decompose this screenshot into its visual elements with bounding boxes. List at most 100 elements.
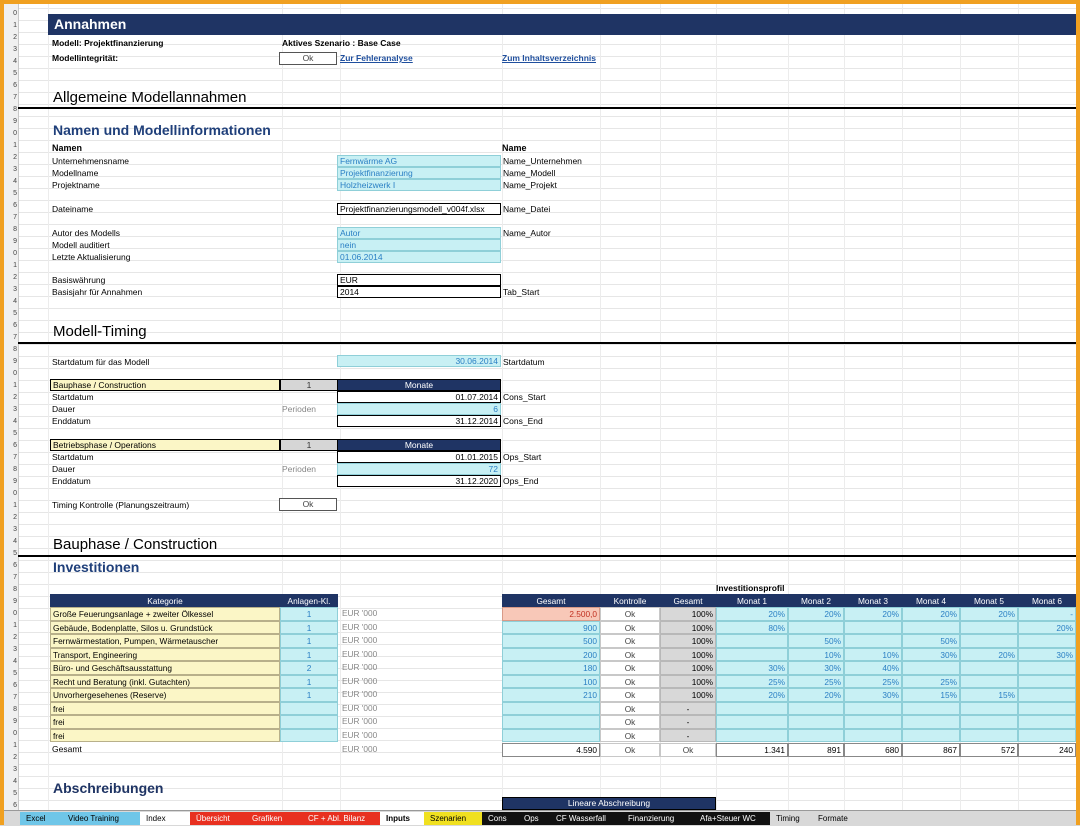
sheet-tab[interactable]: Finanzierung <box>622 812 694 825</box>
row-number[interactable]: 2 <box>13 34 17 41</box>
sheet-tab[interactable]: Übersicht <box>190 812 246 825</box>
row-number[interactable]: 6 <box>13 202 17 209</box>
inhaltsverzeichnis-link[interactable]: Zum Inhaltsverzeichnis <box>502 53 596 63</box>
info-value-input[interactable]: 01.06.2014 <box>337 251 501 263</box>
sheet-tab[interactable]: Formate <box>812 812 860 825</box>
sheet-tab[interactable]: Excel <box>20 812 62 825</box>
monat-pct-input[interactable]: 25% <box>788 674 844 688</box>
row-number[interactable]: 3 <box>13 166 17 173</box>
monat-pct-input[interactable]: - <box>1018 607 1076 621</box>
info-value-input[interactable]: Fernwärme AG <box>337 155 501 167</box>
gesamt-input[interactable]: 210 <box>502 688 600 702</box>
monat-pct-input[interactable] <box>716 728 788 742</box>
row-number[interactable]: 0 <box>13 370 17 377</box>
monat-pct-input[interactable]: 25% <box>716 674 788 688</box>
anlagen-kl-input[interactable] <box>280 701 338 715</box>
kategorie-cell[interactable]: Transport, Engineering <box>50 647 280 661</box>
monat-pct-input[interactable] <box>788 620 844 634</box>
row-number[interactable]: 1 <box>13 142 17 149</box>
row-number[interactable]: 2 <box>13 394 17 401</box>
row-number[interactable]: 9 <box>13 598 17 605</box>
row-number[interactable]: 9 <box>13 238 17 245</box>
monat-pct-input[interactable]: 10% <box>788 647 844 661</box>
anlagen-kl-input[interactable] <box>280 715 338 729</box>
gesamt-input[interactable]: 200 <box>502 647 600 661</box>
monat-pct-input[interactable] <box>716 634 788 648</box>
monat-pct-input[interactable]: 50% <box>788 634 844 648</box>
row-number[interactable]: 3 <box>13 46 17 53</box>
kategorie-cell[interactable]: frei <box>50 715 280 729</box>
timing-kontrolle-button[interactable]: Ok <box>279 498 337 511</box>
row-number[interactable]: 2 <box>13 754 17 761</box>
monat-pct-input[interactable]: 10% <box>844 647 902 661</box>
row-number[interactable]: 6 <box>13 322 17 329</box>
monat-pct-input[interactable] <box>902 701 960 715</box>
kategorie-cell[interactable]: Büro- und Geschäftsausstattung <box>50 661 280 675</box>
monat-pct-input[interactable] <box>716 715 788 729</box>
monat-pct-input[interactable]: 20% <box>788 688 844 702</box>
monat-pct-input[interactable]: 30% <box>716 661 788 675</box>
row-number[interactable]: 7 <box>13 334 17 341</box>
row-number[interactable]: 5 <box>13 670 17 677</box>
sheet-tab[interactable]: Index <box>140 812 190 825</box>
monat-pct-input[interactable]: 30% <box>844 688 902 702</box>
monat-pct-input[interactable]: 20% <box>1018 620 1076 634</box>
row-number[interactable]: 0 <box>13 490 17 497</box>
row-number[interactable]: 2 <box>13 634 17 641</box>
gesamt-input[interactable]: 2.500,0 <box>502 607 600 621</box>
info-value-input[interactable]: Autor <box>337 227 501 239</box>
monat-pct-input[interactable]: 20% <box>716 688 788 702</box>
row-number[interactable]: 3 <box>13 646 17 653</box>
row-number[interactable]: 9 <box>13 118 17 125</box>
monat-pct-input[interactable] <box>902 661 960 675</box>
monat-pct-input[interactable] <box>1018 674 1076 688</box>
row-number[interactable]: 2 <box>13 514 17 521</box>
row-number[interactable]: 5 <box>13 790 17 797</box>
row-number[interactable]: 6 <box>13 562 17 569</box>
row-number[interactable]: 1 <box>13 622 17 629</box>
info-value-input[interactable]: Holzheizwerk I <box>337 179 501 191</box>
bau-start-value[interactable]: 01.07.2014 <box>337 391 501 403</box>
gesamt-input[interactable] <box>502 715 600 729</box>
sheet-tab[interactable]: Grafiken <box>246 812 302 825</box>
monat-pct-input[interactable] <box>788 701 844 715</box>
row-number[interactable]: 0 <box>13 250 17 257</box>
monat-pct-input[interactable] <box>844 701 902 715</box>
monat-pct-input[interactable] <box>788 715 844 729</box>
row-number[interactable]: 5 <box>13 550 17 557</box>
gesamt-input[interactable]: 500 <box>502 634 600 648</box>
kategorie-cell[interactable]: Gebäude, Bodenplatte, Silos u. Grundstüc… <box>50 620 280 634</box>
row-number[interactable]: 7 <box>13 214 17 221</box>
sheet-tab[interactable]: Cons <box>482 812 518 825</box>
row-number[interactable]: 4 <box>13 298 17 305</box>
monat-pct-input[interactable] <box>1018 728 1076 742</box>
monat-pct-input[interactable]: 80% <box>716 620 788 634</box>
gesamt-input[interactable]: 180 <box>502 661 600 675</box>
bau-end-value[interactable]: 31.12.2014 <box>337 415 501 427</box>
row-number[interactable]: 6 <box>13 682 17 689</box>
info-value-input[interactable]: 2014 <box>337 286 501 298</box>
monat-pct-input[interactable] <box>1018 688 1076 702</box>
row-number[interactable]: 5 <box>13 310 17 317</box>
row-number[interactable]: 1 <box>13 382 17 389</box>
row-number[interactable]: 1 <box>13 262 17 269</box>
row-number[interactable]: 0 <box>13 130 17 137</box>
monat-pct-input[interactable] <box>1018 701 1076 715</box>
monat-pct-input[interactable] <box>902 620 960 634</box>
kategorie-cell[interactable]: frei <box>50 728 280 742</box>
row-number[interactable]: 5 <box>13 430 17 437</box>
ops-dauer-input[interactable]: 72 <box>337 463 501 475</box>
startdatum-input[interactable]: 30.06.2014 <box>337 355 501 367</box>
row-number[interactable]: 2 <box>13 154 17 161</box>
sheet-tab[interactable]: Video Training <box>62 812 140 825</box>
kategorie-cell[interactable]: Große Feuerungsanlage + zweiter Ölkessel <box>50 607 280 621</box>
ops-start-value[interactable]: 01.01.2015 <box>337 451 501 463</box>
row-number[interactable]: 0 <box>13 730 17 737</box>
monat-pct-input[interactable] <box>902 715 960 729</box>
kategorie-cell[interactable]: Recht und Beratung (inkl. Gutachten) <box>50 674 280 688</box>
anlagen-kl-input[interactable]: 1 <box>280 607 338 621</box>
kategorie-cell[interactable]: Unvorhergesehenes (Reserve) <box>50 688 280 702</box>
row-number[interactable]: 6 <box>13 442 17 449</box>
kategorie-cell[interactable]: frei <box>50 701 280 715</box>
